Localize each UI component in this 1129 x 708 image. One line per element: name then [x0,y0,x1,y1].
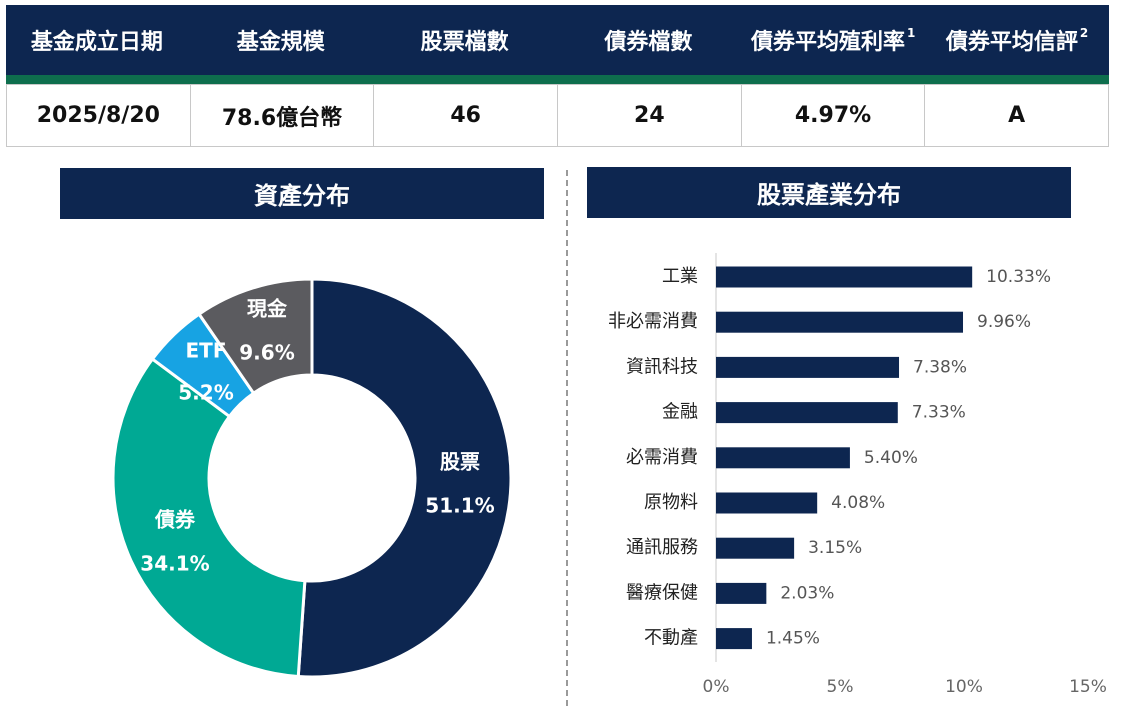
bar-category-label-4: 必需消費 [626,447,698,468]
bar-value-label-3: 7.33% [912,403,966,423]
x-tick-label-0: 0% [703,677,730,697]
bar-value-label-2: 7.38% [913,357,967,377]
header-stock-count: 股票檔數 [420,30,509,55]
bar-4 [716,447,850,469]
bar-category-label-0: 工業 [662,266,698,287]
header-bond-avg-yield: 債券平均殖利率 1 [751,26,916,55]
fund-summary-table: 基金成立日期 基金規模 股票檔數 債券檔數 債券平均殖利率 1 債券平均信評 2 2… [6,5,1109,147]
bar-value-label-1: 9.96% [977,312,1031,332]
x-tick-label-1: 5% [827,677,854,697]
value-bond-avg-yield: 4.97% [742,85,926,146]
donut-slice-label-2: ETF [186,339,227,363]
donut-slice-1 [111,356,307,679]
donut-slice-label-3: 現金 [247,297,288,321]
bar-value-label-7: 2.03% [780,583,834,603]
header-bond-count: 債券檔數 [604,30,693,55]
bar-2 [716,356,900,378]
header-inception-date: 基金成立日期 [30,30,163,55]
bar-value-label-0: 10.33% [986,267,1051,287]
donut-slice-label-1: 債券 [154,508,196,532]
bar-1 [716,311,964,333]
bar-7 [716,582,767,604]
x-tick-label-2: 10% [945,677,983,697]
value-fund-size: 78.6億台幣 [191,85,375,146]
bar-category-label-6: 通訊服務 [626,537,698,558]
bar-5 [716,492,818,514]
header-fund-size: 基金規模 [236,30,325,55]
bar-category-label-2: 資訊科技 [626,356,698,377]
bar-category-label-5: 原物料 [644,492,698,513]
donut-slice-value-0: 51.1% [425,494,494,518]
donut-slice-value-3: 9.6% [239,341,294,365]
value-bond-count: 24 [558,85,742,146]
x-tick-label-3: 15% [1069,677,1107,697]
panel-divider [566,170,568,706]
header-accent-strip [6,75,1109,84]
bar-value-label-4: 5.40% [864,448,918,468]
bar-value-label-6: 3.15% [808,538,862,558]
bar-category-label-7: 醫療保健 [626,582,698,603]
donut-slice-label-0: 股票 [440,450,480,474]
value-inception-date: 2025/8/20 [7,85,191,146]
bar-3 [716,402,898,424]
summary-header-row: 基金成立日期 基金規模 股票檔數 債券檔數 債券平均殖利率 1 債券平均信評 2 [6,5,1109,75]
summary-value-row: 2025/8/20 78.6億台幣 46 24 4.97% A [6,84,1109,147]
bar-value-label-5: 4.08% [831,493,885,513]
donut-slice-0 [296,277,513,679]
value-bond-avg-rating: A [1008,103,1026,128]
donut-slice-value-1: 34.1% [140,552,209,576]
bar-category-label-1: 非必需消費 [608,311,698,332]
bar-6 [716,537,795,559]
bar-value-label-8: 1.45% [766,629,820,649]
asset-allocation-donut-chart: 股票 51.1% 債券 34.1% ETF 5.2% 現金 9.6% [111,277,513,679]
donut-slice-value-2: 5.2% [178,381,233,405]
bar-category-label-8: 不動產 [644,628,698,649]
donut-slice-3 [197,277,314,396]
value-stock-count: 46 [374,85,559,146]
bar-category-label-3: 金融 [662,402,698,423]
bar-0 [716,266,973,288]
bar-8 [716,628,752,650]
asset-allocation-title: 資產分布 [60,168,544,219]
header-bond-avg-rating: 債券平均信評 2 [945,26,1089,55]
sector-allocation-title: 股票產業分布 [587,167,1071,218]
